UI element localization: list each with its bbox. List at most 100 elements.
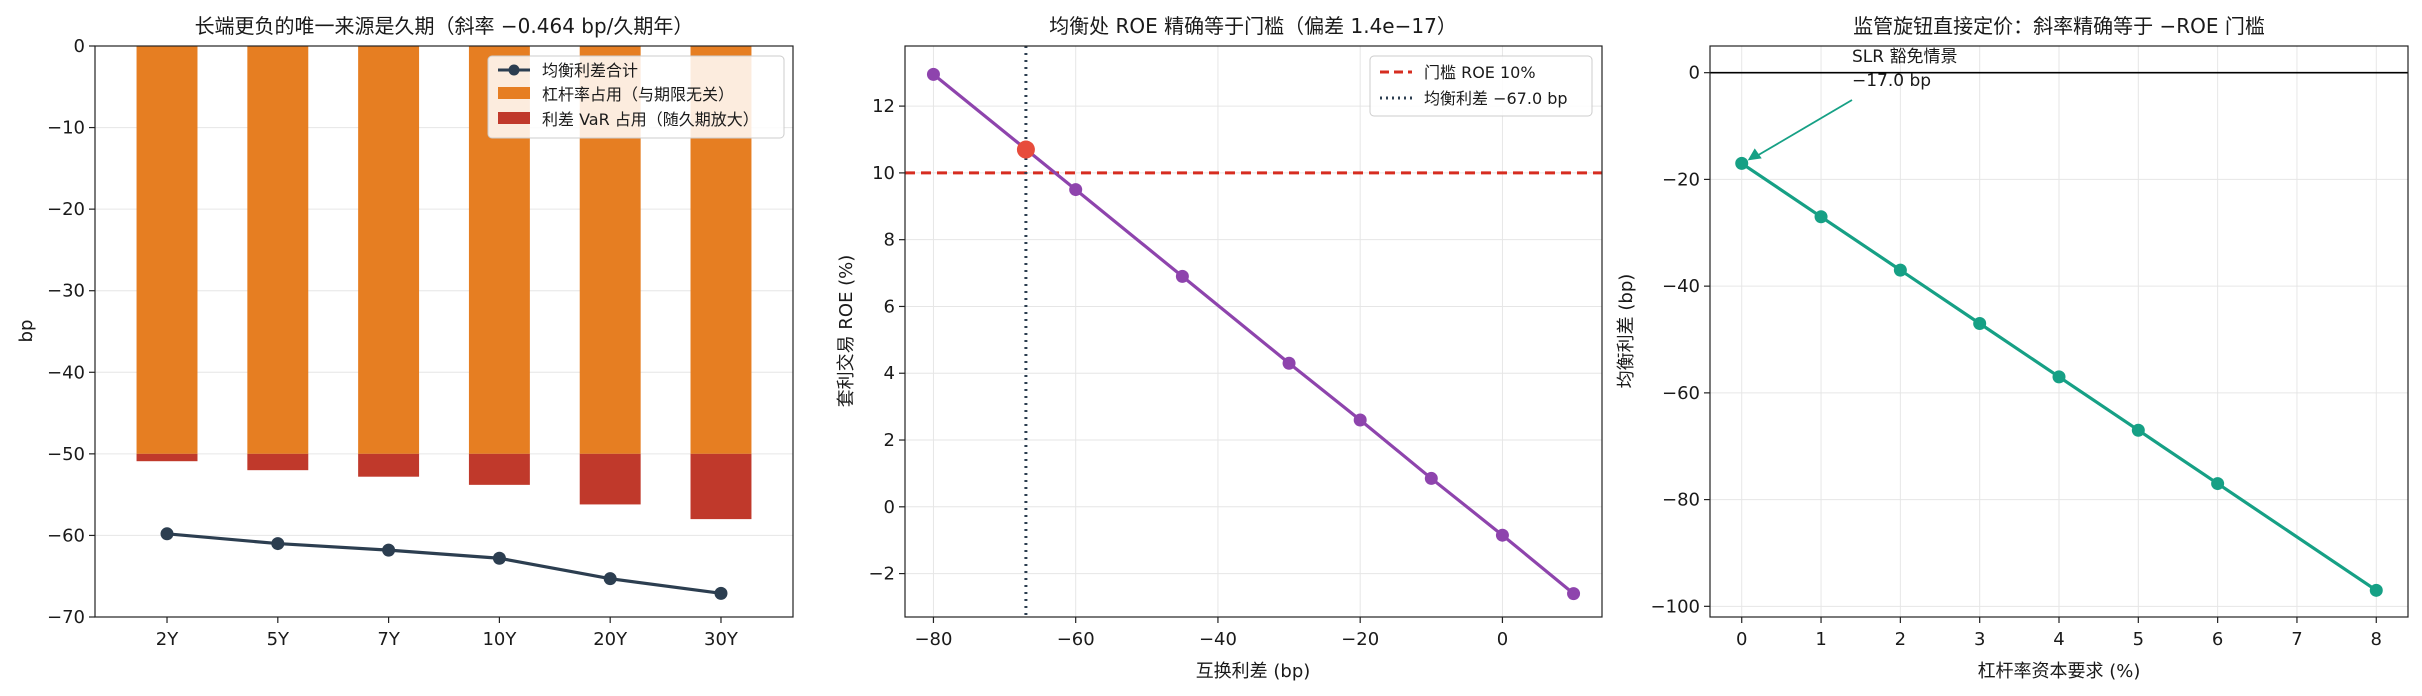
p3-xtick-label: 0 bbox=[1736, 629, 1747, 650]
p1-ytick-label: 0 bbox=[74, 36, 85, 57]
p3-xtick-label: 8 bbox=[2371, 629, 2382, 650]
p2-ytick-label: 2 bbox=[884, 430, 895, 451]
p1-ylabel: bp bbox=[16, 320, 37, 343]
p3-spread-point bbox=[2369, 583, 2383, 597]
p1-bar-leverage bbox=[136, 46, 198, 454]
p3-spread-point bbox=[2131, 423, 2145, 437]
p1-ticks: 0 −10 −20 −30 −40 −50 −60 −70 2Y 5Y 7Y 10Y 20Y 30Y bbox=[47, 36, 739, 650]
p2-title: 均衡处 ROE 精确等于门槛（偏差 1.4e−17） bbox=[1049, 14, 1457, 38]
p1-ytick-label: −30 bbox=[47, 281, 85, 302]
p2-xtick-label: 0 bbox=[1497, 629, 1508, 650]
p3-ticks: 0 1 2 3 4 5 6 7 8 0 −20 −40 −60 −80 −100 bbox=[1651, 63, 2382, 650]
p3-spread-polyline bbox=[1740, 162, 2378, 592]
p2-equilibrium-point bbox=[1016, 140, 1035, 159]
p1-ytick-label: −60 bbox=[47, 525, 85, 546]
p2-ylabel: 套利交易 ROE (%) bbox=[836, 255, 857, 408]
p2-xtick-label: −40 bbox=[1199, 629, 1237, 650]
p2-legend-label-threshold: 门槛 ROE 10% bbox=[1424, 63, 1536, 82]
p3-xtick-label: 5 bbox=[2133, 629, 2144, 650]
p3-annotation-arrow-line bbox=[1757, 99, 1853, 157]
p2-roe-point bbox=[1282, 356, 1296, 370]
p1-legend-swatch-leverage bbox=[498, 87, 530, 99]
p3-grid bbox=[1710, 46, 2408, 617]
p1-bar-var bbox=[136, 453, 198, 462]
p3-ytick-label: −40 bbox=[1662, 276, 1700, 297]
p1-total-polyline bbox=[166, 532, 722, 595]
p2-ytick-label: 12 bbox=[872, 96, 895, 117]
p3-xtick-label: 6 bbox=[2212, 629, 2223, 650]
p3-spread-point bbox=[2052, 370, 2066, 384]
p1-total-point bbox=[160, 527, 174, 541]
p3-annotation-line2: −17.0 bp bbox=[1852, 71, 1931, 91]
p3-spread-point bbox=[1735, 156, 1749, 170]
p1-total-point bbox=[492, 551, 506, 565]
p2-legend-label-equilibrium: 均衡利差 −67.0 bp bbox=[1424, 89, 1568, 108]
p1-grid bbox=[95, 45, 793, 618]
p1-xtick-label: 5Y bbox=[267, 629, 290, 650]
panel-duration-breakdown: 0 −10 −20 −30 −40 −50 −60 −70 2Y 5Y 7Y 10Y 20Y 30Y 长端… bbox=[16, 14, 794, 650]
p2-roe-point bbox=[1069, 183, 1083, 197]
p1-bar-var bbox=[247, 453, 309, 471]
p2-ytick-label: 10 bbox=[872, 163, 895, 184]
p2-legend-box bbox=[1369, 55, 1593, 117]
p2-roe-line bbox=[926, 67, 1581, 601]
p3-xtick-label: 7 bbox=[2291, 629, 2302, 650]
p3-ytick-label: 0 bbox=[1689, 63, 1700, 84]
p3-spread-point bbox=[2211, 477, 2225, 491]
p1-legend-label-total: 均衡利差合计 bbox=[542, 61, 638, 80]
p2-ytick-label: 0 bbox=[884, 497, 895, 518]
p1-title: 长端更负的唯一来源是久期（斜率 −0.464 bp/久期年） bbox=[195, 14, 694, 38]
p1-xtick-label: 20Y bbox=[593, 629, 628, 650]
p1-legend-label-var: 利差 VaR 占用（随久期放大） bbox=[542, 110, 759, 129]
p1-xtick-label: 7Y bbox=[377, 629, 400, 650]
p1-xtick-label: 10Y bbox=[482, 629, 517, 650]
p2-legend: 门槛 ROE 10% 均衡利差 −67.0 bp bbox=[1369, 55, 1593, 117]
p1-total-point bbox=[714, 586, 728, 600]
p2-xtick-label: −60 bbox=[1057, 629, 1095, 650]
p3-annotation-line1: SLR 豁免情景 bbox=[1852, 47, 1957, 67]
p1-ytick-label: −50 bbox=[47, 444, 85, 465]
p1-ytick-label: −10 bbox=[47, 118, 85, 139]
p3-spread-point bbox=[1973, 316, 1987, 330]
p3-annotation: SLR 豁免情景 −17.0 bp bbox=[1747, 47, 1957, 161]
p1-xtick-label: 30Y bbox=[704, 629, 739, 650]
p3-title: 监管旋钮直接定价：斜率精确等于 −ROE 门槛 bbox=[1853, 14, 2265, 38]
p1-frame bbox=[94, 45, 794, 618]
p3-spread-point bbox=[1893, 263, 1907, 277]
p1-legend-label-leverage: 杠杆率占用（与期限无关） bbox=[542, 85, 734, 104]
p1-legend-swatch-var bbox=[498, 112, 530, 124]
p2-ytick-label: 6 bbox=[884, 296, 895, 317]
p1-total-line bbox=[160, 527, 728, 600]
p1-bar-var bbox=[690, 453, 752, 520]
p3-xtick-label: 4 bbox=[2053, 629, 2064, 650]
p3-xlabel: 杠杆率资本要求 (%) bbox=[1978, 661, 2141, 682]
p3-ytick-label: −60 bbox=[1662, 383, 1700, 404]
p3-ytick-label: −20 bbox=[1662, 169, 1700, 190]
p3-annotation-arrowhead bbox=[1747, 148, 1762, 161]
p1-total-point bbox=[382, 543, 396, 557]
p2-xtick-label: −80 bbox=[914, 629, 952, 650]
p2-roe-polyline bbox=[932, 73, 1575, 595]
p1-legend: 均衡利差合计 杠杆率占用（与期限无关） 利差 VaR 占用（随久期放大） bbox=[487, 55, 785, 139]
p1-xtick-label: 2Y bbox=[156, 629, 179, 650]
p1-legend-box bbox=[487, 55, 785, 139]
p2-frame bbox=[904, 45, 1603, 618]
p2-reference-lines bbox=[905, 46, 1602, 617]
p2-xtick-label: −20 bbox=[1341, 629, 1379, 650]
p1-bar-leverage bbox=[358, 46, 420, 454]
p1-bar-var bbox=[468, 453, 530, 485]
p3-ylabel: 均衡利差 (bp) bbox=[1616, 274, 1637, 389]
p2-roe-point bbox=[1567, 587, 1581, 601]
p1-ytick-label: −70 bbox=[47, 607, 85, 628]
p2-roe-point bbox=[1175, 269, 1189, 283]
p1-legend-dot-marker bbox=[508, 64, 520, 76]
p1-ytick-label: −40 bbox=[47, 362, 85, 383]
p3-xtick-label: 1 bbox=[1815, 629, 1826, 650]
p3-ytick-label: −80 bbox=[1662, 490, 1700, 511]
p2-ytick-label: −2 bbox=[868, 564, 895, 585]
p2-roe-point bbox=[1353, 413, 1367, 427]
p1-bar-var bbox=[358, 453, 420, 477]
